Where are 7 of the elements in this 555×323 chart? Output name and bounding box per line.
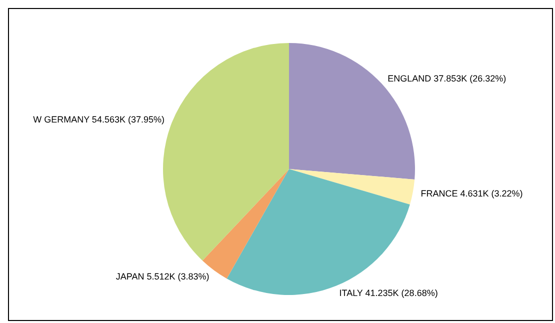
slice-label: ENGLAND 37.853K (26.32%) [388, 73, 506, 84]
slice-label: ITALY 41.235K (28.68%) [339, 288, 438, 298]
pie-slice [163, 43, 289, 261]
pie-slice [289, 169, 415, 204]
slice-label: JAPAN 5.512K (3.83%) [116, 272, 210, 282]
slice-label: W GERMANY 54.563K (37.95%) [33, 114, 164, 124]
slice-label: FRANCE 4.631K (3.22%) [420, 188, 523, 199]
